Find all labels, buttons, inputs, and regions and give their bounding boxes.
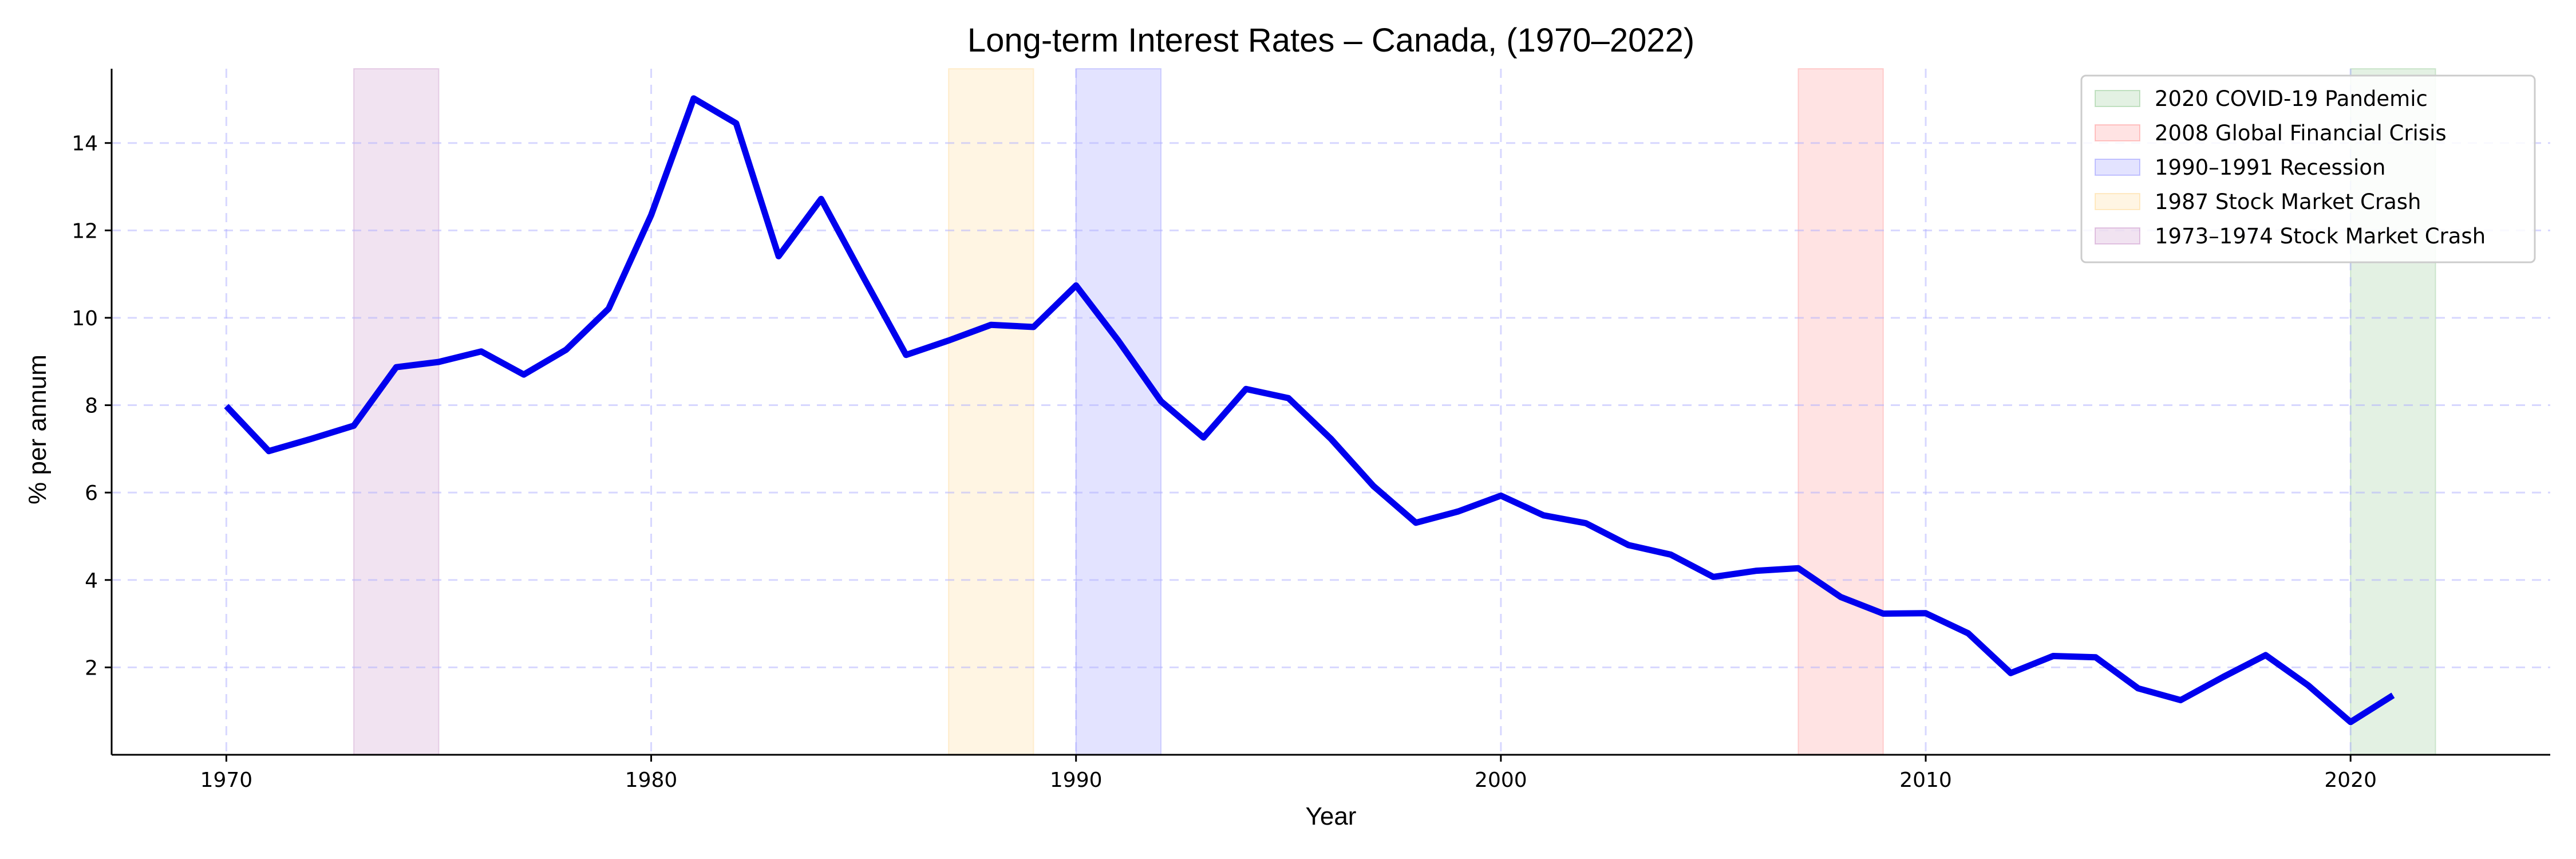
data-point xyxy=(735,122,737,124)
y-axis-label: % per annum xyxy=(23,354,52,505)
y-tick-label: 14 xyxy=(72,132,98,156)
data-point xyxy=(1797,567,1799,569)
data-point xyxy=(1670,554,1672,556)
series-layer xyxy=(224,95,2395,726)
data-point xyxy=(1457,510,1460,513)
data-point xyxy=(2052,655,2055,657)
data-point xyxy=(1032,326,1034,328)
tick-labels: 1970 1980 1990 2000 2010 2020 2 4 6 8 10 12 14 xyxy=(72,132,2377,792)
x-tick-label: 2000 xyxy=(1475,769,1527,792)
data-point xyxy=(777,255,780,257)
x-tick-label: 1990 xyxy=(1050,769,1103,792)
data-point xyxy=(650,214,653,216)
data-point xyxy=(607,308,610,310)
legend-label: 1987 Stock Market Crash xyxy=(2155,190,2421,214)
data-point xyxy=(1882,613,1884,615)
data-point xyxy=(1245,388,1247,390)
event-band xyxy=(353,68,440,755)
data-point xyxy=(395,366,397,368)
axes xyxy=(110,69,2550,756)
data-point xyxy=(565,349,567,351)
data-point xyxy=(2179,699,2182,702)
y-tick-label: 6 xyxy=(85,482,98,505)
data-point xyxy=(863,277,865,279)
y-tick-label: 10 xyxy=(72,307,98,330)
data-point xyxy=(990,324,992,326)
data-point xyxy=(1202,436,1204,439)
data-point xyxy=(947,340,950,342)
data-point xyxy=(1415,522,1417,524)
data-point xyxy=(1925,612,1927,614)
legend-swatch xyxy=(2095,227,2140,245)
data-point xyxy=(1627,544,1630,546)
data-point xyxy=(1840,596,1842,598)
legend-label: 1973–1974 Stock Market Crash xyxy=(2155,224,2486,249)
data-point xyxy=(905,354,907,356)
event-bands xyxy=(353,68,2436,755)
y-tick-label: 2 xyxy=(85,656,98,680)
data-point xyxy=(2265,654,2267,656)
legend-box xyxy=(2080,74,2536,263)
series-line xyxy=(224,95,2395,726)
legend-label: 2008 Global Financial Crisis xyxy=(2155,121,2447,145)
data-point xyxy=(268,450,270,452)
x-tick-label: 1970 xyxy=(200,769,253,792)
data-point xyxy=(2222,676,2225,678)
data-point xyxy=(1117,340,1120,342)
data-point xyxy=(1755,570,1757,572)
y-tick-label: 4 xyxy=(85,569,98,593)
data-point xyxy=(2137,687,2139,689)
data-point xyxy=(1542,514,1544,517)
legend-swatch xyxy=(2095,124,2140,141)
y-tick-label: 12 xyxy=(72,219,98,243)
legend-swatch xyxy=(2095,90,2140,107)
data-point xyxy=(1160,400,1162,403)
data-point xyxy=(2307,684,2309,687)
data-point xyxy=(310,438,313,440)
x-tick-label: 2010 xyxy=(1899,769,1952,792)
data-point xyxy=(1967,632,1969,635)
event-band xyxy=(1075,68,1162,755)
data-point xyxy=(820,198,822,200)
y-tick-label: 8 xyxy=(85,395,98,418)
data-point xyxy=(1075,284,1077,286)
x-tick-label: 2020 xyxy=(2324,769,2377,792)
x-axis-label: Year xyxy=(1306,802,1357,830)
data-point xyxy=(1585,522,1587,525)
data-point xyxy=(1287,397,1290,399)
data-point xyxy=(353,424,355,427)
grid-lines xyxy=(112,69,2550,755)
event-band xyxy=(948,68,1034,755)
data-point xyxy=(225,405,227,407)
event-band xyxy=(1797,68,1884,755)
legend-label: 1990–1991 Recession xyxy=(2155,155,2385,180)
data-point xyxy=(480,350,483,353)
data-point xyxy=(1712,576,1714,578)
data-point xyxy=(2095,656,2097,659)
legend-swatch xyxy=(2095,193,2140,210)
chart-title: Long-term Interest Rates – Canada, (1970… xyxy=(967,22,1694,59)
legend-swatch xyxy=(2095,159,2140,176)
data-point xyxy=(2349,721,2352,723)
data-point xyxy=(2009,672,2012,674)
data-point xyxy=(1372,485,1374,487)
data-point xyxy=(437,361,440,363)
legend: 2020 COVID-19 Pandemic 2008 Global Financ… xyxy=(2080,74,2536,263)
data-point xyxy=(523,373,525,376)
data-point xyxy=(693,97,695,100)
data-point xyxy=(1500,495,1502,497)
legend-label: 2020 COVID-19 Pandemic xyxy=(2155,86,2428,111)
x-tick-label: 1980 xyxy=(625,769,678,792)
data-point xyxy=(2392,694,2394,696)
data-point xyxy=(1330,438,1332,440)
